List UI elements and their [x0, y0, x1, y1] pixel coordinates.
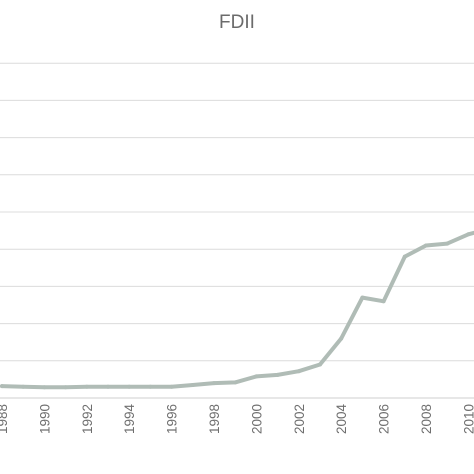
data-point-1999 — [233, 380, 238, 385]
data-point-1989 — [21, 384, 26, 389]
chart-title: FDII — [219, 12, 255, 33]
data-point-1988 — [0, 384, 4, 389]
x-tick-label: 2006 — [377, 404, 392, 434]
data-point-1995 — [148, 384, 153, 389]
data-point-2002 — [296, 369, 301, 374]
data-point-2004 — [339, 336, 344, 341]
data-point-2000 — [254, 374, 259, 379]
x-tick-label: 1994 — [122, 404, 137, 435]
x-tick-labels: 1988 1990 1992 1994 1996 1998 2000 2002 2004 2006… — [0, 404, 474, 435]
x-tick-label: 1998 — [207, 404, 222, 434]
x-tick-label: 2000 — [249, 404, 264, 434]
series-line-1 — [0, 230, 474, 390]
data-point-1990 — [42, 385, 47, 390]
series-group — [0, 230, 474, 390]
data-point-2007 — [402, 254, 407, 259]
data-point-2010 — [466, 232, 471, 237]
data-point-1991 — [63, 385, 68, 390]
x-tick-label: 1996 — [165, 404, 180, 434]
data-point-2006 — [381, 299, 386, 304]
x-tick-label: 1992 — [80, 404, 95, 434]
data-point-1992 — [84, 384, 89, 389]
data-point-1997 — [190, 383, 195, 387]
data-point-2005 — [360, 295, 365, 300]
x-tick-label: 2002 — [292, 404, 307, 434]
data-point-1998 — [212, 381, 216, 386]
x-tick-label: 2010 — [461, 404, 474, 434]
data-point-2008 — [424, 243, 428, 248]
x-tick-label: 1988 — [0, 404, 10, 434]
data-point-1993 — [106, 384, 110, 389]
data-point-1996 — [169, 384, 174, 389]
x-tick-label: 2004 — [334, 404, 349, 435]
x-tick-label: 2008 — [419, 404, 434, 434]
data-point-2003 — [318, 362, 322, 367]
gridlines — [0, 62, 474, 362]
data-point-2001 — [275, 372, 280, 377]
data-point-2009 — [445, 241, 450, 246]
data-point-1994 — [127, 384, 132, 389]
x-tick-label: 1990 — [37, 404, 52, 434]
